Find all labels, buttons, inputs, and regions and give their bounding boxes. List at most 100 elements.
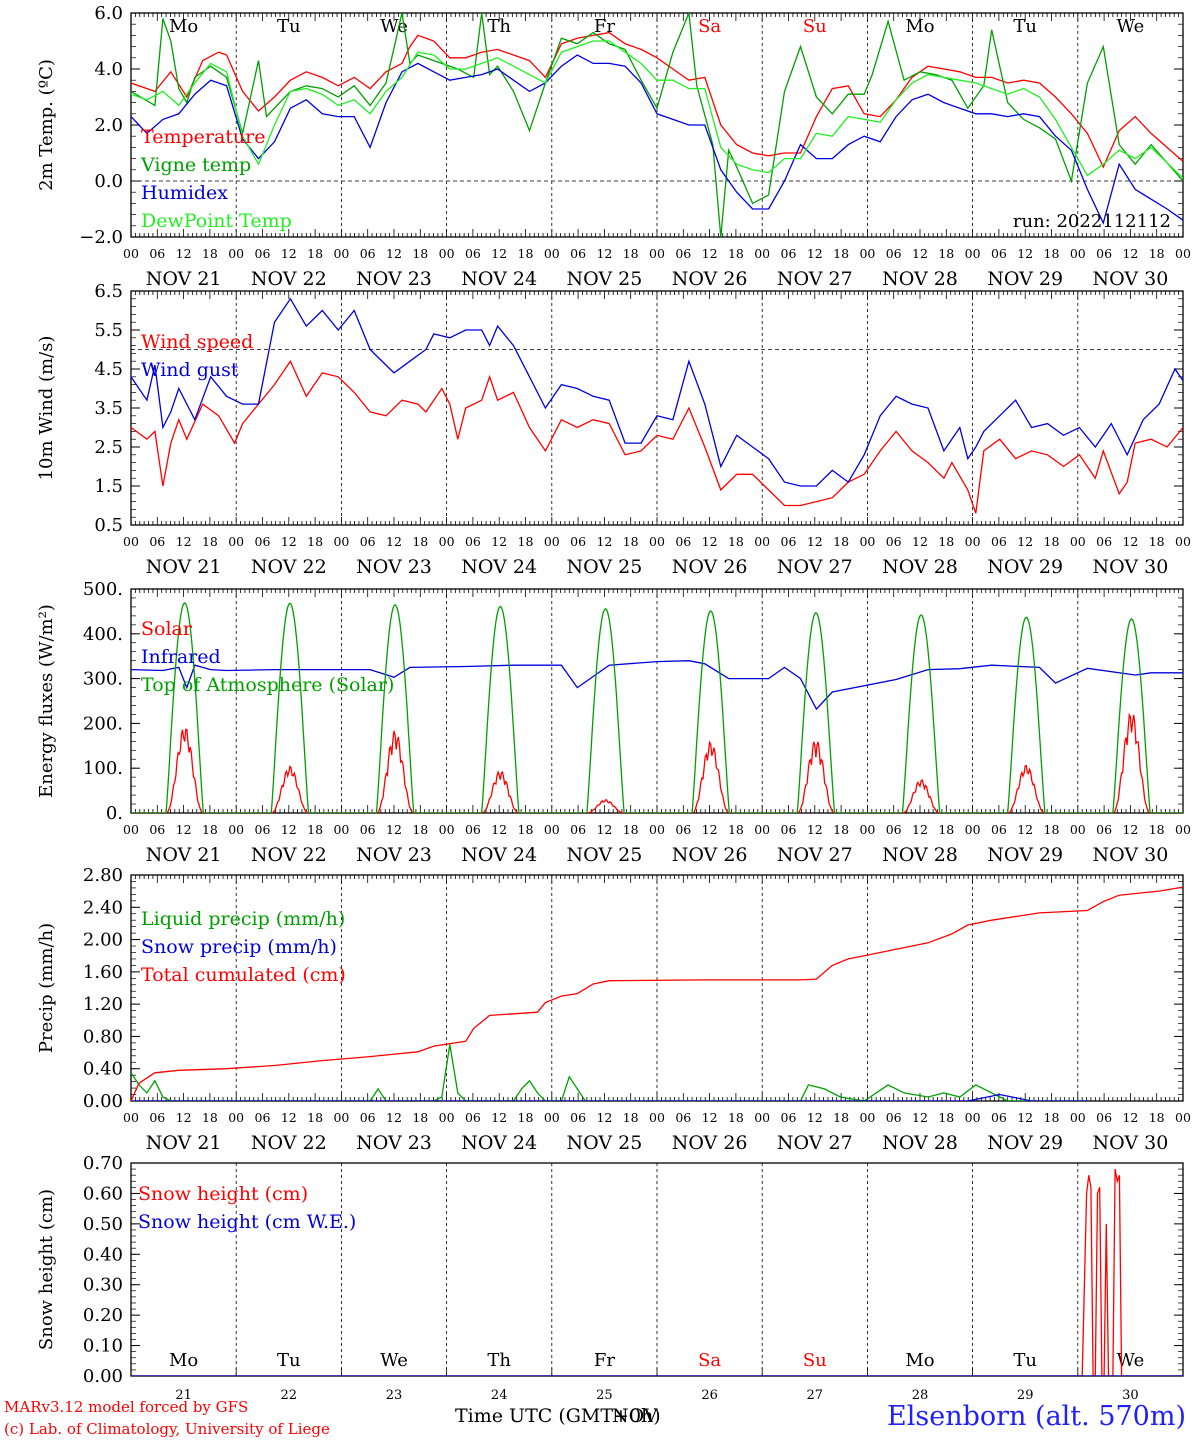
date-label: NOV 24 xyxy=(461,556,537,578)
legend-entry: Liquid precip (mm/h) xyxy=(141,908,345,930)
date-label: NOV 24 xyxy=(461,844,537,866)
y-tick-label: 400. xyxy=(83,624,123,645)
date-label: NOV 30 xyxy=(1092,556,1168,578)
y-tick-label: 2.80 xyxy=(83,865,123,886)
hour-tick-label: 12 xyxy=(1122,1110,1138,1125)
date-label: NOV 23 xyxy=(356,1132,432,1154)
date-label: NOV 25 xyxy=(566,268,642,290)
hour-tick-label: 18 xyxy=(1149,246,1165,261)
hour-tick-label: 12 xyxy=(176,246,192,261)
hour-tick-label: 00 xyxy=(859,534,875,549)
hour-tick-label: 18 xyxy=(1044,1110,1060,1125)
hour-tick-label: 00 xyxy=(1175,534,1191,549)
weekday-label: Mo xyxy=(905,16,934,37)
hour-tick-label: 00 xyxy=(333,534,349,549)
hour-tick-label: 00 xyxy=(754,1110,770,1125)
hour-tick-label: 00 xyxy=(123,1110,139,1125)
weekday-label: We xyxy=(1117,16,1145,37)
hour-tick-label: 12 xyxy=(386,822,402,837)
hour-tick-label: 18 xyxy=(202,534,218,549)
hour-tick-label: 00 xyxy=(544,534,560,549)
hour-tick-label: 06 xyxy=(886,534,902,549)
hour-tick-label: 12 xyxy=(702,534,718,549)
weekday-label: Su xyxy=(803,1350,827,1371)
hour-tick-label: 00 xyxy=(649,822,665,837)
hour-tick-label: 00 xyxy=(754,246,770,261)
hour-tick-label: 06 xyxy=(465,1110,481,1125)
date-label: NOV 21 xyxy=(146,844,222,866)
hour-tick-label: 06 xyxy=(360,822,376,837)
hour-tick-label: 06 xyxy=(675,246,691,261)
plot-frame xyxy=(130,588,1184,814)
date-label: NOV 28 xyxy=(882,1132,958,1154)
legend-entry: Solar xyxy=(141,618,193,640)
hour-tick-label: 18 xyxy=(728,822,744,837)
hour-tick-label: 18 xyxy=(412,246,428,261)
y-tick-label: 6.5 xyxy=(94,281,123,302)
hour-tick-label: 12 xyxy=(1122,822,1138,837)
hour-tick-label: 00 xyxy=(859,246,875,261)
hour-tick-label: 18 xyxy=(307,1110,323,1125)
weekday-label: Mo xyxy=(169,16,198,37)
hour-tick-label: 06 xyxy=(149,246,165,261)
series-line xyxy=(131,712,1183,813)
hour-tick-label: 06 xyxy=(149,822,165,837)
hour-tick-label: 06 xyxy=(781,1110,797,1125)
y-tick-label: 500. xyxy=(83,579,123,600)
time-axis-label: Time UTC (GMT+0h) xyxy=(455,1405,661,1427)
date-label: NOV 26 xyxy=(672,1132,748,1154)
hour-tick-label: 00 xyxy=(228,534,244,549)
hour-tick-label: 18 xyxy=(1149,1110,1165,1125)
hour-tick-label: 12 xyxy=(807,1110,823,1125)
series-line xyxy=(131,359,1183,514)
hour-tick-label: 06 xyxy=(465,246,481,261)
hour-tick-label: 12 xyxy=(912,246,928,261)
hour-tick-label: 00 xyxy=(859,822,875,837)
hour-tick-label: 12 xyxy=(596,534,612,549)
hour-tick-label: 18 xyxy=(938,534,954,549)
y-tick-label: 1.60 xyxy=(83,962,123,983)
weekday-label: Mo xyxy=(169,1350,198,1371)
hour-tick-label: 06 xyxy=(360,1110,376,1125)
weekday-label: Tu xyxy=(277,16,301,37)
date-label: NOV 27 xyxy=(777,268,853,290)
hour-tick-label: 00 xyxy=(649,1110,665,1125)
date-label: NOV 25 xyxy=(566,844,642,866)
hour-tick-label: 06 xyxy=(149,1110,165,1125)
series-group xyxy=(131,602,1183,813)
day-number-label: 24 xyxy=(491,1388,508,1403)
hour-tick-label: 06 xyxy=(465,822,481,837)
series-group xyxy=(131,13,1183,237)
y-tick-label: 1.20 xyxy=(83,994,123,1015)
weekday-label: Tu xyxy=(1013,1350,1037,1371)
legend-entry: Total cumulated (cm) xyxy=(141,964,346,986)
day-number-label: 22 xyxy=(281,1388,298,1403)
y-tick-label: 0. xyxy=(106,803,123,824)
hour-tick-label: 06 xyxy=(991,534,1007,549)
hour-tick-label: 18 xyxy=(518,534,534,549)
date-label: NOV 27 xyxy=(777,844,853,866)
hour-tick-label: 00 xyxy=(1070,534,1086,549)
hour-tick-label: 18 xyxy=(623,534,639,549)
y-tick-label: 2.00 xyxy=(83,930,123,951)
date-label: NOV 22 xyxy=(251,556,327,578)
day-number-label: 28 xyxy=(912,1388,929,1403)
series-line xyxy=(131,1044,1088,1101)
hour-tick-label: 00 xyxy=(123,822,139,837)
hour-tick-label: 00 xyxy=(1070,822,1086,837)
hour-tick-label: 00 xyxy=(754,534,770,549)
hour-tick-label: 18 xyxy=(938,822,954,837)
hour-tick-label: 12 xyxy=(912,534,928,549)
series-group xyxy=(131,1168,1183,1376)
y-tick-label: 0.50 xyxy=(83,1214,123,1235)
hour-tick-label: 18 xyxy=(728,534,744,549)
hour-tick-label: 12 xyxy=(491,246,507,261)
legend-entry: DewPoint Temp xyxy=(141,210,292,232)
hour-tick-label: 00 xyxy=(1070,1110,1086,1125)
hour-tick-label: 00 xyxy=(649,246,665,261)
hour-tick-label: 00 xyxy=(123,534,139,549)
hour-tick-label: 00 xyxy=(1175,246,1191,261)
legend-entry: Snow height (cm W.E.) xyxy=(138,1211,356,1233)
hour-tick-label: 00 xyxy=(1070,246,1086,261)
